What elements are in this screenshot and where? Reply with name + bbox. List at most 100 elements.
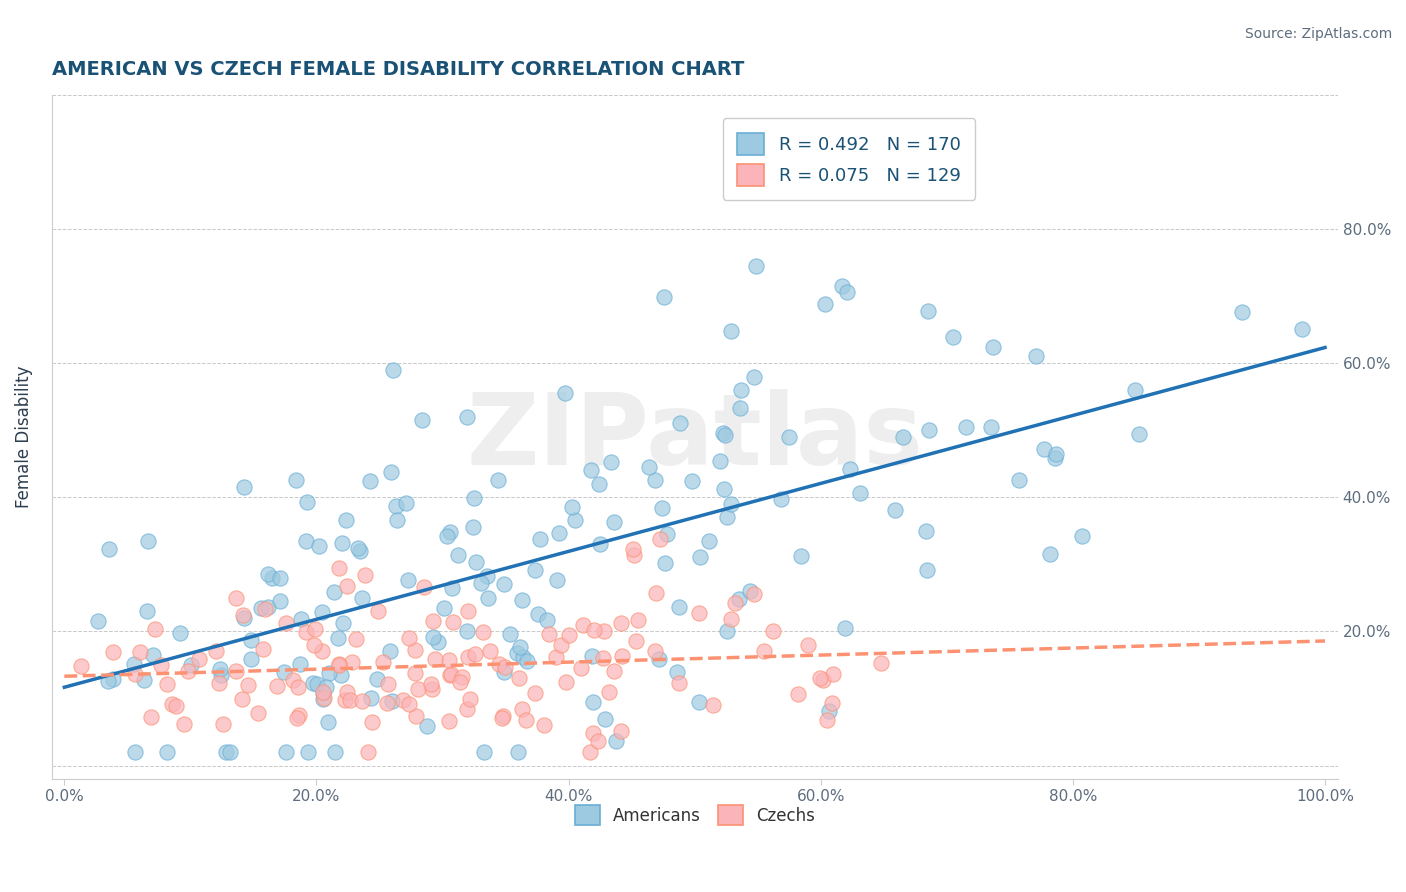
Point bbox=[581, 648, 603, 663]
Point bbox=[316, 715, 339, 730]
Point bbox=[624, 634, 647, 648]
Point bbox=[650, 533, 672, 547]
Point bbox=[571, 660, 593, 674]
Point bbox=[537, 627, 560, 641]
Point bbox=[142, 648, 165, 662]
Point bbox=[713, 482, 735, 496]
Point bbox=[554, 675, 576, 690]
Point bbox=[610, 649, 633, 664]
Point bbox=[610, 724, 633, 739]
Point bbox=[254, 602, 277, 616]
Point bbox=[582, 726, 605, 740]
Point bbox=[347, 541, 370, 556]
Point bbox=[1291, 322, 1313, 336]
Point bbox=[315, 681, 337, 695]
Point bbox=[494, 660, 516, 674]
Point bbox=[339, 693, 361, 707]
Point bbox=[603, 665, 626, 679]
Point bbox=[716, 624, 738, 638]
Point bbox=[308, 539, 330, 553]
Point bbox=[360, 690, 382, 705]
Point bbox=[821, 667, 844, 681]
Point bbox=[770, 491, 793, 506]
Point bbox=[1045, 447, 1067, 461]
Point bbox=[720, 612, 742, 626]
Point bbox=[470, 576, 492, 591]
Point bbox=[488, 657, 510, 671]
Point bbox=[236, 678, 259, 692]
Point bbox=[589, 537, 612, 551]
Point bbox=[302, 638, 325, 652]
Point bbox=[942, 330, 965, 344]
Point bbox=[644, 473, 666, 487]
Point bbox=[778, 430, 800, 444]
Point bbox=[891, 430, 914, 444]
Point bbox=[312, 685, 335, 699]
Point bbox=[592, 651, 614, 665]
Point bbox=[1032, 442, 1054, 456]
Point bbox=[381, 694, 404, 708]
Point bbox=[132, 673, 155, 687]
Point bbox=[688, 606, 710, 620]
Point bbox=[240, 652, 263, 666]
Point bbox=[232, 480, 254, 494]
Point bbox=[269, 593, 291, 607]
Point bbox=[395, 495, 418, 509]
Point bbox=[169, 625, 191, 640]
Point bbox=[446, 548, 468, 562]
Point bbox=[344, 632, 367, 646]
Point bbox=[385, 513, 408, 527]
Point bbox=[512, 649, 534, 664]
Point bbox=[449, 674, 471, 689]
Point bbox=[177, 664, 200, 678]
Point bbox=[211, 717, 233, 731]
Point bbox=[564, 513, 586, 527]
Point bbox=[1123, 383, 1146, 397]
Point bbox=[225, 664, 247, 678]
Point bbox=[550, 638, 572, 652]
Point bbox=[288, 708, 311, 723]
Point bbox=[648, 652, 671, 666]
Legend: Americans, Czechs: Americans, Czechs bbox=[568, 798, 821, 832]
Point bbox=[262, 571, 284, 585]
Point bbox=[423, 651, 446, 665]
Point bbox=[720, 498, 742, 512]
Point bbox=[124, 667, 146, 681]
Point bbox=[457, 650, 479, 665]
Point bbox=[456, 410, 478, 425]
Point bbox=[831, 279, 853, 293]
Point bbox=[209, 662, 232, 676]
Point bbox=[494, 665, 516, 679]
Point bbox=[328, 657, 350, 671]
Point bbox=[598, 684, 620, 698]
Point bbox=[274, 616, 297, 631]
Point bbox=[546, 573, 568, 587]
Text: Source: ZipAtlas.com: Source: ZipAtlas.com bbox=[1244, 27, 1392, 41]
Text: ZIPatlas: ZIPatlas bbox=[467, 389, 924, 485]
Point bbox=[257, 567, 280, 582]
Point bbox=[1043, 451, 1066, 466]
Point bbox=[516, 653, 538, 667]
Point bbox=[97, 541, 120, 556]
Point bbox=[463, 491, 485, 505]
Point bbox=[486, 473, 509, 487]
Point bbox=[461, 520, 484, 534]
Point bbox=[433, 601, 456, 615]
Point bbox=[754, 644, 776, 658]
Point bbox=[600, 455, 623, 469]
Point bbox=[627, 613, 650, 627]
Point bbox=[533, 718, 555, 732]
Point bbox=[652, 290, 675, 304]
Point bbox=[457, 604, 479, 618]
Point bbox=[173, 716, 195, 731]
Point bbox=[744, 260, 766, 274]
Point bbox=[811, 673, 834, 687]
Point bbox=[304, 623, 326, 637]
Point bbox=[380, 465, 402, 479]
Point bbox=[465, 555, 488, 569]
Point bbox=[427, 635, 450, 649]
Point bbox=[668, 676, 690, 690]
Point bbox=[918, 423, 941, 437]
Point bbox=[440, 582, 463, 596]
Point bbox=[336, 685, 359, 699]
